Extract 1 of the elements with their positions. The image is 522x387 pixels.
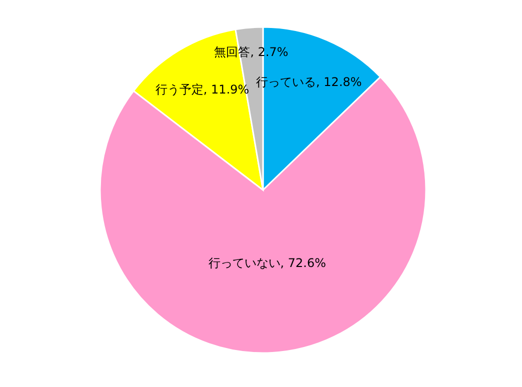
slice-label: 行っていない, 72.6% — [208, 256, 326, 270]
